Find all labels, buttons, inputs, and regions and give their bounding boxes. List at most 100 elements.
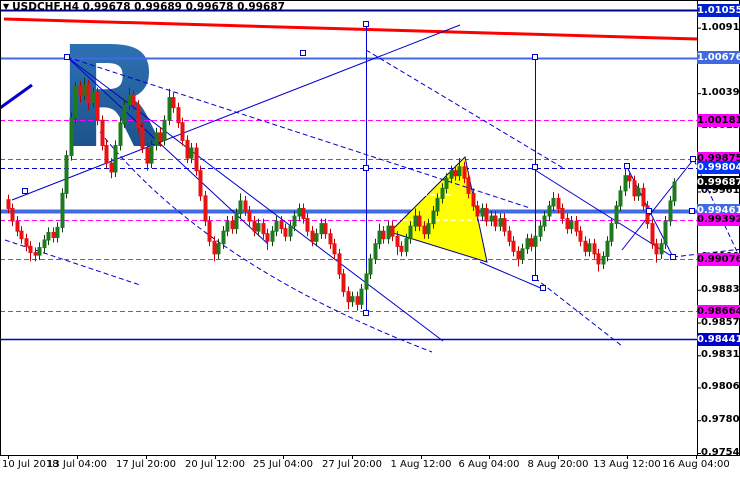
candle-body [578,230,583,242]
candle-body [162,119,167,141]
candle-body [180,122,185,141]
candle-body [60,192,65,228]
candle-body [288,225,293,237]
candle-body [100,119,105,146]
candle-body [332,243,337,255]
projection-arc [99,131,433,353]
chevron-down-icon[interactable]: ▼ [3,2,10,11]
candle-body [301,207,306,220]
candle-body [413,215,418,227]
trend-line [621,159,694,251]
candle-body [122,104,127,124]
candle-body [216,243,221,255]
candle-body [641,187,646,207]
candle-body [33,252,38,256]
candle-body [158,132,163,141]
candle-body [404,238,409,252]
candle-body [247,210,252,222]
candle-body [529,238,534,247]
candle-body [319,223,324,235]
trendline-handle [646,208,652,214]
candle-body [511,240,516,252]
candle-body [386,225,391,240]
candle-body [596,253,601,265]
candle-body [507,230,512,242]
candle-body [198,170,203,197]
candle-body [238,200,243,215]
candle-body [632,180,637,197]
candle-body [337,253,342,275]
candle-body [37,247,42,256]
candle-body [672,181,677,202]
candle-body [466,177,471,194]
candle-body [574,220,579,232]
candle-body [109,162,114,173]
candle-body [525,238,530,250]
candle-body [471,192,476,207]
candle-body [350,296,355,303]
candle-body [605,240,610,257]
candle-body [493,215,498,227]
candle-body [10,207,15,222]
trend-line [66,56,531,209]
candle-body [659,243,664,255]
candle-body [234,213,239,230]
trendline-handle [363,310,369,316]
candle-body [364,273,369,290]
trend-line [534,277,623,347]
trend-line [534,169,674,258]
candle-body [475,205,480,217]
candle-body [297,207,302,217]
trendline-handle [540,285,546,291]
candle-body [583,240,588,252]
candle-body [15,220,20,232]
candle-body [399,245,404,252]
candle-body [64,155,69,194]
candle-body [341,273,346,293]
candle-body [417,215,422,227]
candle-body [533,235,538,247]
candle-body [498,218,503,227]
trendline-handle [532,164,538,170]
candle-body [265,233,270,242]
candle-body [395,235,400,247]
candle-body [176,107,181,124]
candle-body [292,215,297,227]
candle-body [104,144,109,164]
trendline-handle [363,165,369,171]
candle-body [355,296,360,305]
candle-body [82,84,87,96]
candle-body [542,215,547,227]
candle-body [270,230,275,242]
trendline-handle [64,54,70,60]
candle-body [261,223,266,235]
candle-body [28,245,33,254]
candle-body [145,147,150,164]
candle-body [24,238,29,247]
candle-body [551,197,556,207]
candle-body [225,220,230,232]
trendline-handle [532,275,538,281]
candle-body [171,97,176,109]
candle-body [283,228,288,237]
candle-body [346,291,351,303]
candle-body [314,233,319,242]
candle-body [547,205,552,217]
candle-body [51,231,56,238]
candle-body [453,170,458,177]
candle-body [203,195,208,222]
candle-body [131,94,136,106]
candle-body [359,288,364,305]
candle-body [556,197,561,209]
candle-body [252,220,257,232]
candle-body [390,225,395,237]
candle-body [435,197,440,212]
candle-body [431,210,436,225]
candle-body [279,220,284,230]
candle-body [189,147,194,159]
trend-line [479,261,544,290]
candle-body [623,175,628,192]
candle-body [207,220,212,242]
